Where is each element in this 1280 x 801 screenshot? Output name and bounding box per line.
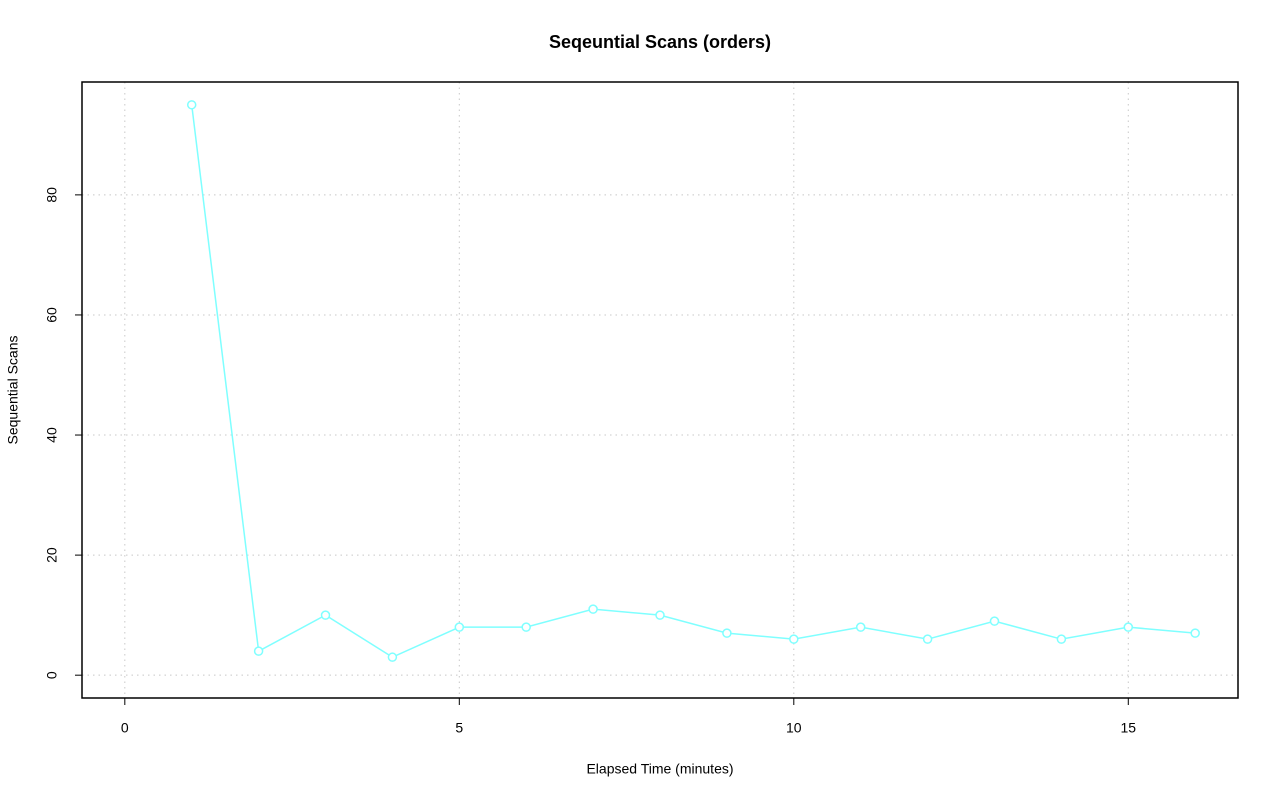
data-point: [789, 634, 799, 644]
x-tick-label: 15: [1120, 720, 1136, 736]
data-point: [1123, 622, 1134, 632]
data-point: [253, 646, 264, 656]
y-tick-label: 60: [44, 307, 60, 323]
y-tick-label: 80: [44, 187, 60, 203]
y-tick-label: 20: [44, 547, 60, 563]
x-axis-label: Elapsed Time (minutes): [586, 761, 733, 777]
data-point: [387, 652, 398, 662]
data-point: [588, 604, 598, 614]
x-tick-label: 0: [121, 720, 129, 736]
x-tick-label: 5: [455, 720, 463, 736]
data-point: [521, 622, 531, 632]
series-line: [190, 104, 1196, 659]
data-point: [320, 610, 331, 620]
data-point: [186, 100, 197, 110]
data-point: [989, 616, 1000, 626]
y-tick-label: 0: [44, 671, 60, 679]
data-point: [922, 634, 933, 644]
plot-frame: [81, 81, 1239, 699]
data-point: [722, 628, 732, 638]
y-axis-label: Sequential Scans: [5, 336, 21, 445]
data-point: [855, 622, 866, 632]
data-point: [1190, 628, 1200, 638]
y-tick-label: 40: [44, 427, 60, 443]
data-point: [655, 610, 665, 620]
data-point: [454, 622, 465, 632]
data-point: [1056, 634, 1067, 644]
x-tick-label: 10: [786, 720, 802, 736]
chart-title: Seqeuntial Scans (orders): [549, 32, 771, 52]
